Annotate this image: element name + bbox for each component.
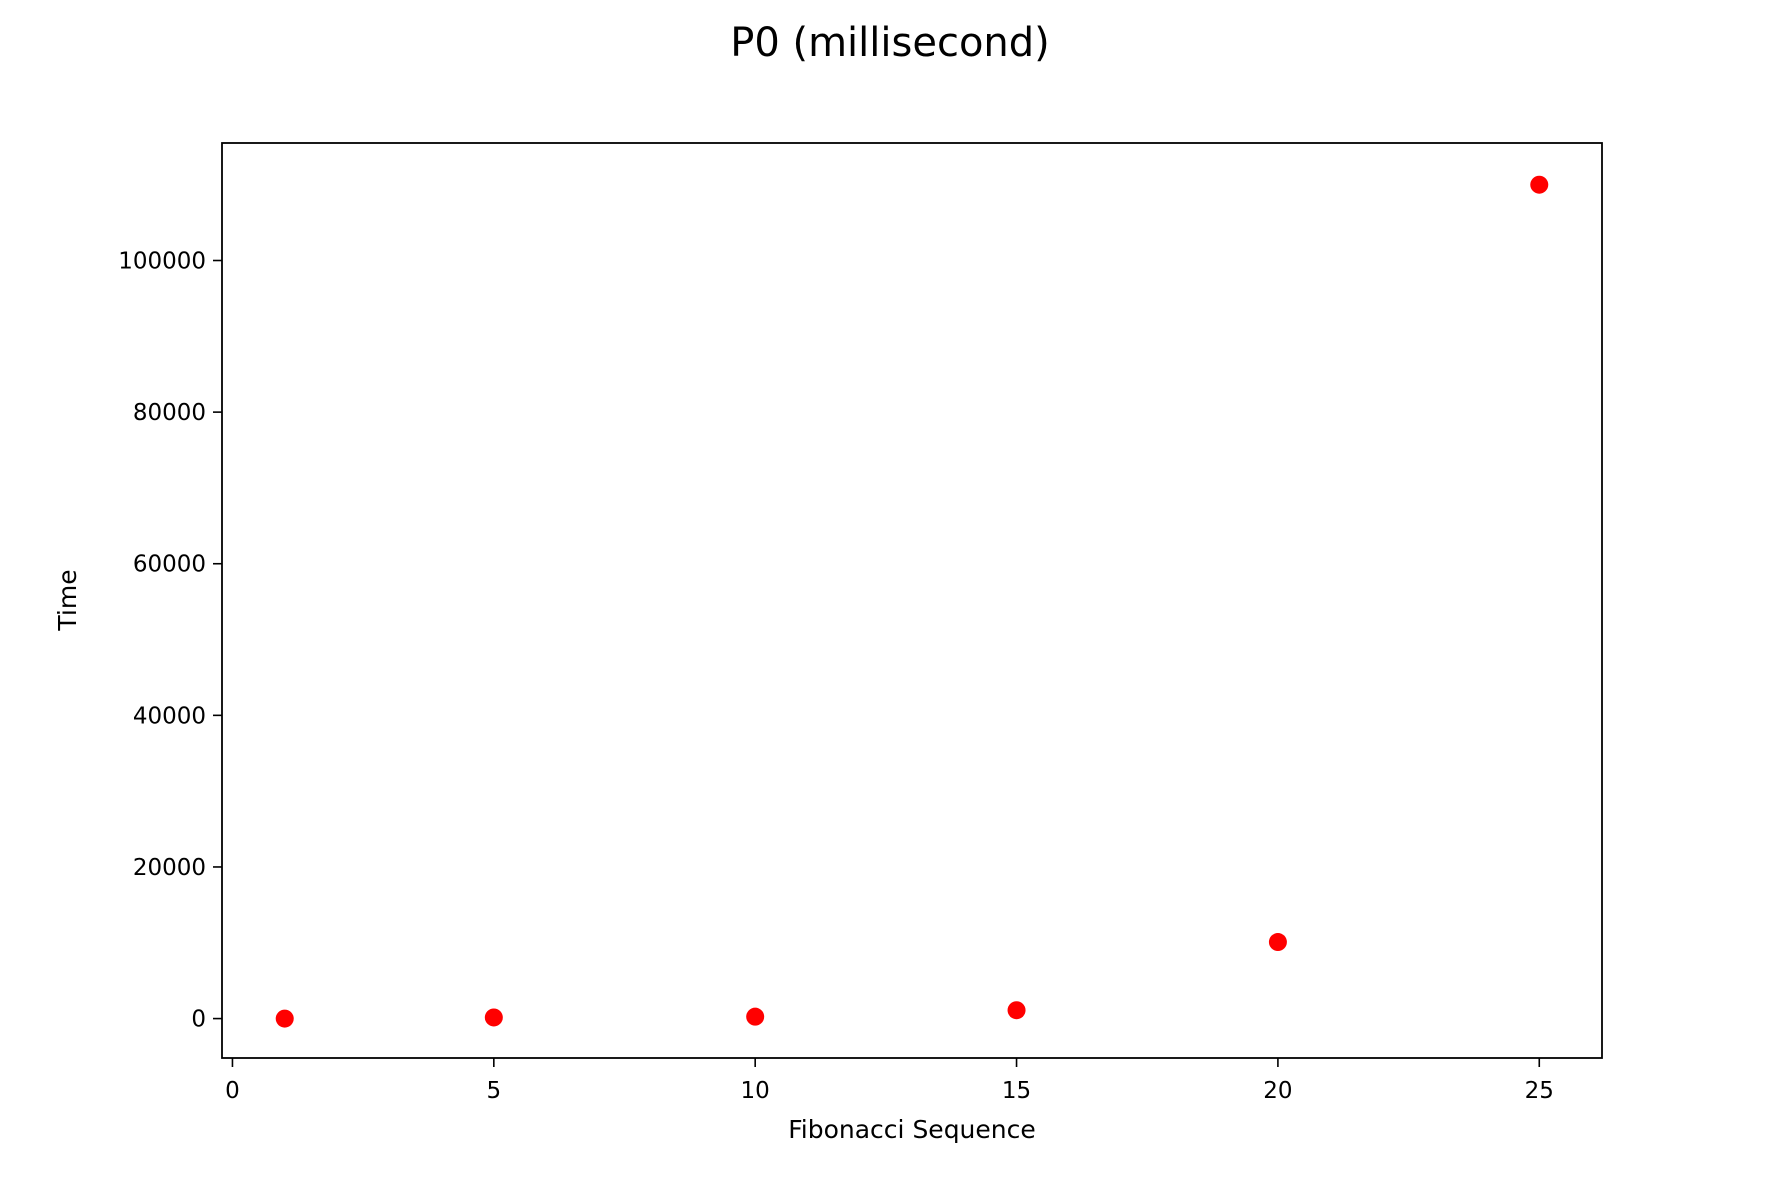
y-axis-label: Time (53, 569, 82, 631)
y-tick-label: 100000 (118, 249, 206, 275)
y-tick-label: 20000 (133, 855, 206, 881)
data-point (1268, 933, 1287, 952)
y-tick-label: 60000 (133, 552, 206, 578)
plot-area-frame (221, 142, 1603, 1059)
data-point (746, 1007, 765, 1026)
data-point (1530, 175, 1549, 194)
data-point (484, 1008, 503, 1027)
data-point (275, 1009, 294, 1028)
x-tick-label: 0 (225, 1078, 240, 1104)
y-tick-label: 40000 (133, 703, 206, 729)
data-point (1007, 1001, 1026, 1020)
points-layer (275, 175, 1549, 1028)
x-axis-label: Fibonacci Sequence (788, 1115, 1036, 1144)
x-tick-label: 5 (486, 1078, 501, 1104)
chart-title: P0 (millisecond) (730, 20, 1050, 66)
x-tick-label: 20 (1263, 1078, 1292, 1104)
y-tick-label: 0 (191, 1007, 206, 1033)
x-tick-label: 25 (1525, 1078, 1554, 1104)
x-tick-label: 10 (741, 1078, 770, 1104)
ticks-layer: 0 5 10 15 20 25 0 20000 40000 60000 80000 100000 (118, 249, 1554, 1104)
y-tick-label: 80000 (133, 400, 206, 426)
x-tick-label: 15 (1002, 1078, 1031, 1104)
